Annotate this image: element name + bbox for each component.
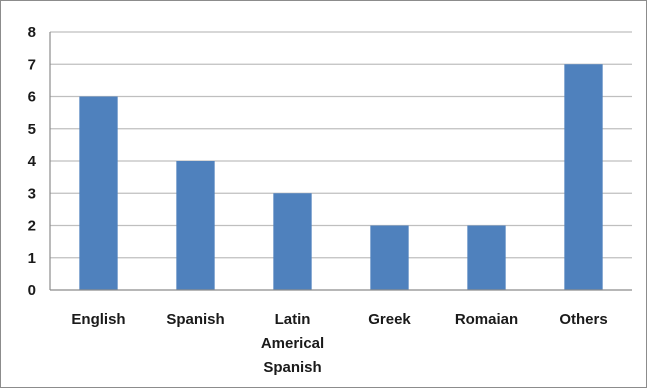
y-tick-labels: 0 1 2 3 4 5 6 7 8 bbox=[28, 24, 37, 299]
y-tick-label-8: 8 bbox=[28, 24, 36, 41]
bar-latin-americal-spanish bbox=[273, 193, 312, 290]
axes bbox=[49, 32, 632, 291]
bars bbox=[79, 64, 603, 290]
x-category-label: Latin bbox=[275, 311, 311, 328]
y-tick-label-5: 5 bbox=[28, 121, 36, 138]
bar-spanish bbox=[176, 161, 215, 290]
y-tick-label-0: 0 bbox=[28, 282, 36, 299]
x-category-label: Romaian bbox=[455, 311, 518, 328]
x-category-label: Greek bbox=[368, 311, 411, 328]
bar-greek bbox=[370, 225, 409, 290]
x-category-label: English bbox=[71, 311, 125, 328]
grid-lines bbox=[50, 31, 632, 259]
y-tick-label-7: 7 bbox=[28, 56, 36, 73]
y-tick-label-2: 2 bbox=[28, 218, 36, 235]
x-category-label: Spanish bbox=[263, 359, 321, 376]
y-tick-label-4: 4 bbox=[28, 153, 37, 170]
bar-others bbox=[564, 64, 603, 290]
y-tick-label-6: 6 bbox=[28, 89, 36, 106]
x-category-label: Americal bbox=[261, 335, 324, 352]
x-category-label: Spanish bbox=[166, 311, 224, 328]
x-category-label: Others bbox=[559, 311, 607, 328]
y-tick-label-1: 1 bbox=[28, 250, 36, 267]
bar-romaian bbox=[467, 225, 506, 290]
x-category-labels: English Spanish Latin Americal Spanish Greek R… bbox=[71, 311, 607, 376]
bar-english bbox=[79, 96, 118, 290]
y-tick-label-3: 3 bbox=[28, 185, 36, 202]
